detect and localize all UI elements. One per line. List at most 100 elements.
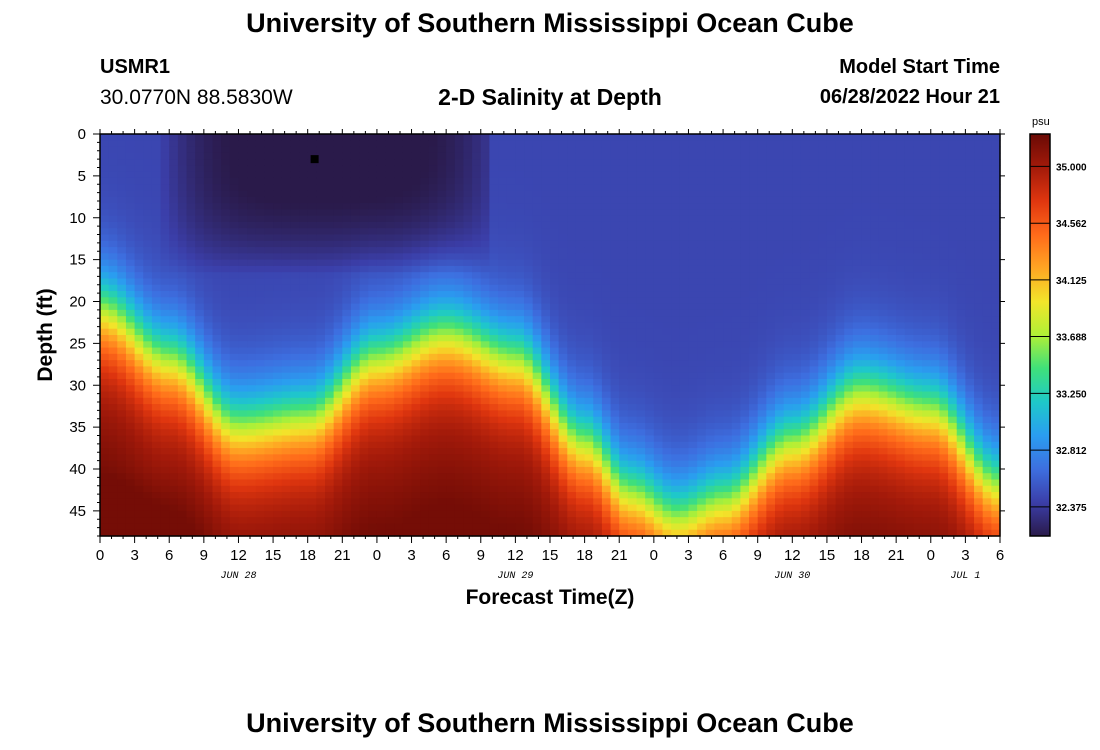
heatmap-cell bbox=[177, 485, 188, 493]
heatmap-cell bbox=[342, 498, 352, 506]
heatmap-cell bbox=[428, 203, 439, 210]
heatmap-cell bbox=[601, 247, 612, 254]
heatmap-cell bbox=[437, 221, 447, 229]
heatmap-cell bbox=[498, 410, 508, 418]
heatmap-cell bbox=[619, 272, 629, 280]
heatmap-cell bbox=[195, 322, 205, 330]
heatmap-cell bbox=[610, 479, 620, 487]
heatmap-cell bbox=[273, 234, 283, 242]
heatmap-cell bbox=[723, 177, 733, 185]
heatmap-cell bbox=[307, 492, 317, 499]
heatmap-cell bbox=[134, 523, 144, 531]
heatmap-cell bbox=[575, 341, 586, 349]
heatmap-cell bbox=[264, 303, 274, 311]
heatmap-cell bbox=[212, 454, 222, 462]
heatmap-cell bbox=[489, 473, 499, 481]
heatmap-cell bbox=[117, 492, 127, 499]
heatmap-cell bbox=[610, 441, 620, 449]
heatmap-cell bbox=[255, 253, 266, 261]
heatmap-cell bbox=[221, 184, 231, 192]
heatmap-cell bbox=[229, 215, 240, 223]
heatmap-cell bbox=[567, 378, 577, 386]
heatmap-cell bbox=[506, 265, 516, 273]
heatmap-cell bbox=[333, 498, 343, 506]
heatmap-cell bbox=[723, 159, 733, 167]
heatmap-cell bbox=[169, 404, 179, 411]
heatmap-cell bbox=[325, 422, 335, 430]
heatmap-cell bbox=[489, 303, 499, 311]
heatmap-cell bbox=[195, 485, 205, 493]
heatmap-cell bbox=[151, 140, 162, 148]
heatmap-cell bbox=[697, 397, 707, 405]
heatmap-cell bbox=[610, 353, 620, 361]
heatmap-cell bbox=[307, 309, 317, 317]
heatmap-cell bbox=[255, 372, 266, 380]
heatmap-cell bbox=[558, 322, 568, 330]
heatmap-cell bbox=[221, 322, 231, 330]
heatmap-cell bbox=[385, 353, 395, 361]
heatmap-cell bbox=[247, 498, 257, 506]
heatmap-cell bbox=[705, 335, 716, 342]
heatmap-cell bbox=[515, 372, 525, 380]
heatmap-cell bbox=[100, 366, 110, 374]
heatmap-cell bbox=[714, 140, 724, 148]
heatmap-cell bbox=[619, 366, 629, 374]
heatmap-cell bbox=[437, 416, 447, 424]
heatmap-cell bbox=[125, 492, 136, 499]
heatmap-cell bbox=[160, 448, 170, 455]
heatmap-cell bbox=[255, 460, 266, 468]
heatmap-cell bbox=[697, 234, 707, 242]
heatmap-cell bbox=[437, 335, 447, 342]
heatmap-cell bbox=[151, 134, 162, 141]
heatmap-cell bbox=[679, 454, 690, 462]
heatmap-cell bbox=[125, 291, 136, 298]
heatmap-cell bbox=[342, 278, 352, 286]
heatmap-cell bbox=[368, 385, 378, 393]
heatmap-cell bbox=[498, 234, 508, 242]
heatmap-cell bbox=[385, 203, 395, 210]
heatmap-cell bbox=[169, 378, 179, 386]
heatmap-cell bbox=[143, 221, 153, 229]
heatmap-cell bbox=[238, 134, 248, 141]
heatmap-cell bbox=[134, 247, 144, 254]
heatmap-cell bbox=[550, 385, 560, 393]
heatmap-cell bbox=[645, 529, 655, 537]
heatmap-cell bbox=[498, 341, 508, 349]
heatmap-cell bbox=[160, 466, 170, 474]
heatmap-cell bbox=[368, 209, 378, 217]
heatmap-cell bbox=[290, 504, 300, 512]
heatmap-cell bbox=[342, 466, 352, 474]
heatmap-cell bbox=[627, 366, 638, 374]
heatmap-cell bbox=[151, 215, 162, 223]
heatmap-cell bbox=[714, 479, 724, 487]
heatmap-cell bbox=[723, 265, 733, 273]
heatmap-cell bbox=[601, 303, 612, 311]
heatmap-cell bbox=[463, 360, 473, 368]
heatmap-cell bbox=[679, 184, 690, 192]
heatmap-cell bbox=[506, 422, 516, 430]
heatmap-cell bbox=[203, 385, 214, 393]
heatmap-cell bbox=[186, 240, 196, 248]
heatmap-cell bbox=[749, 278, 759, 286]
heatmap-cell bbox=[662, 479, 672, 487]
heatmap-cell bbox=[290, 140, 300, 148]
heatmap-cell bbox=[636, 435, 646, 443]
heatmap-cell bbox=[221, 498, 231, 506]
heatmap-cell bbox=[558, 291, 568, 298]
heatmap-cell bbox=[342, 429, 352, 437]
heatmap-cell bbox=[550, 184, 560, 192]
heatmap-cell bbox=[550, 253, 560, 261]
heatmap-cell bbox=[472, 353, 482, 361]
heatmap-cell bbox=[619, 360, 629, 368]
heatmap-cell bbox=[385, 165, 395, 173]
heatmap-cell bbox=[740, 454, 750, 462]
heatmap-cell bbox=[723, 529, 733, 537]
heatmap-cell bbox=[229, 228, 240, 236]
heatmap-cell bbox=[134, 366, 144, 374]
heatmap-cell bbox=[117, 335, 127, 342]
heatmap-cell bbox=[394, 228, 404, 236]
heatmap-cell bbox=[645, 397, 655, 405]
heatmap-cell bbox=[766, 523, 776, 531]
heatmap-cell bbox=[411, 265, 421, 273]
heatmap-cell bbox=[186, 209, 196, 217]
